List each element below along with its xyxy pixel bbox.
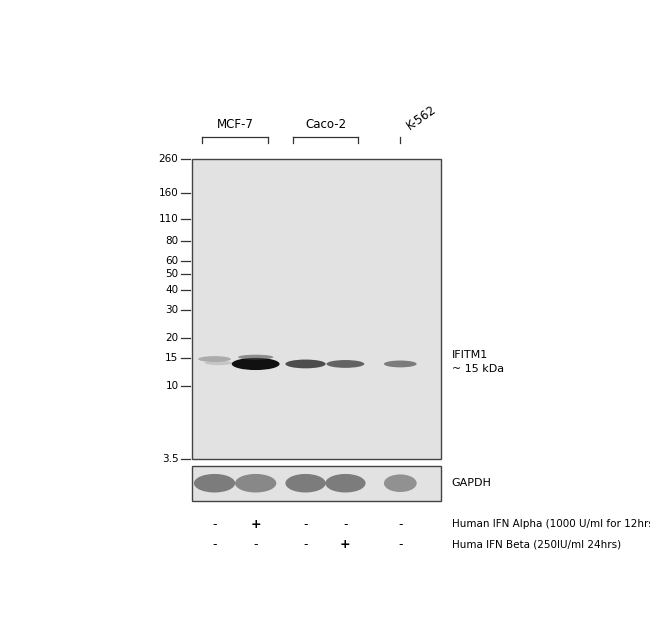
Text: +: + <box>250 518 261 531</box>
Text: -: - <box>398 538 402 551</box>
Text: 20: 20 <box>165 333 179 343</box>
Text: 15: 15 <box>165 353 179 363</box>
Text: K-562: K-562 <box>404 103 439 133</box>
Text: Caco-2: Caco-2 <box>305 119 346 131</box>
Ellipse shape <box>198 356 231 362</box>
Text: 40: 40 <box>165 285 179 295</box>
Text: 30: 30 <box>165 304 179 314</box>
Text: 160: 160 <box>159 188 179 198</box>
Text: Human IFN Alpha (1000 U/ml for 12hrs): Human IFN Alpha (1000 U/ml for 12hrs) <box>452 519 650 529</box>
Text: -: - <box>304 538 308 551</box>
Text: -: - <box>254 538 258 551</box>
Ellipse shape <box>235 474 276 493</box>
Bar <box>192 159 441 459</box>
Text: -: - <box>213 538 216 551</box>
Text: -: - <box>304 518 308 531</box>
Ellipse shape <box>194 474 235 493</box>
Text: Huma IFN Beta (250IU/ml 24hrs): Huma IFN Beta (250IU/ml 24hrs) <box>452 540 621 550</box>
Ellipse shape <box>232 358 280 370</box>
Ellipse shape <box>384 474 417 492</box>
Text: +: + <box>340 538 351 551</box>
Text: 3.5: 3.5 <box>162 455 179 464</box>
Text: GAPDH: GAPDH <box>452 478 491 488</box>
Text: IFITM1
~ 15 kDa: IFITM1 ~ 15 kDa <box>452 350 504 374</box>
Text: 80: 80 <box>165 236 179 246</box>
Bar <box>192 465 441 501</box>
Text: 110: 110 <box>159 214 179 224</box>
Text: 10: 10 <box>165 381 179 391</box>
Text: 260: 260 <box>159 154 179 164</box>
Ellipse shape <box>205 361 233 365</box>
Ellipse shape <box>325 474 365 493</box>
Text: -: - <box>213 518 216 531</box>
Ellipse shape <box>285 359 326 368</box>
Ellipse shape <box>384 361 417 367</box>
Text: 60: 60 <box>165 256 179 266</box>
Ellipse shape <box>238 354 273 359</box>
Ellipse shape <box>326 360 364 368</box>
Text: MCF-7: MCF-7 <box>216 119 254 131</box>
Text: 50: 50 <box>165 269 179 279</box>
Text: -: - <box>398 518 402 531</box>
Text: -: - <box>343 518 348 531</box>
Ellipse shape <box>285 474 326 493</box>
